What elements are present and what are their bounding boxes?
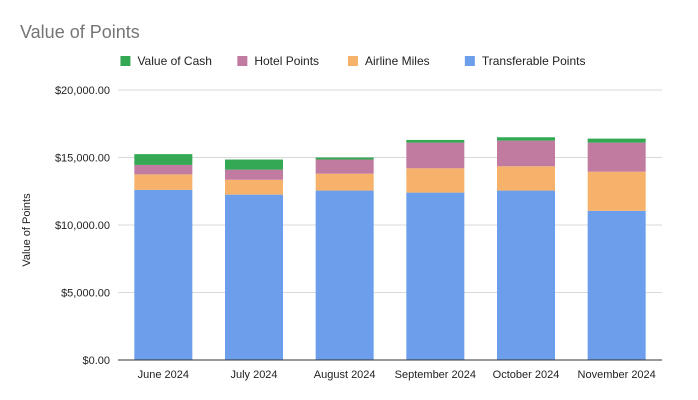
bar-value-of-cash [587,138,646,143]
bar-hotel-points [406,142,465,169]
bar-transferable-points [315,190,374,360]
x-tick-label: August 2024 [314,369,376,381]
grid: $0.00 $5,000.00 $10,000.00 $15,000.00 $20,00… [55,85,662,367]
bar-airline-miles [315,173,374,191]
legend-label: Hotel Points [254,54,319,68]
bar-hotel-points [497,140,555,167]
y-axis-label: Value of Points [21,193,33,267]
y-tick-label: $20,000.00 [55,85,110,97]
bar-value-of-cash [225,159,283,170]
bar-hotel-points [315,159,374,174]
bar-airline-miles [587,171,646,211]
legend-label: Transferable Points [482,54,586,68]
legend-label: Value of Cash [137,54,212,68]
bar-value-of-cash [497,137,555,141]
bars: June 2024 July 2024 August 2024 September 2… [134,137,656,381]
legend-label: Airline Miles [365,54,430,68]
bar-value-of-cash [134,154,193,165]
bar-hotel-points [134,164,193,175]
legend-swatch [237,56,248,66]
bar-value-of-cash [406,139,465,143]
bar-airline-miles [497,166,555,191]
legend-swatch [464,56,475,66]
legend-swatch [347,56,358,66]
bar-transferable-points [134,189,193,360]
bar-airline-miles [406,168,465,193]
legend: Value of Cash Hotel Points Airline Miles Tr… [120,54,585,68]
bar-hotel-points [587,142,646,172]
bar-transferable-points [406,192,465,360]
bar-value-of-cash [315,157,374,160]
bar-transferable-points [497,190,555,360]
bar-airline-miles [134,174,193,190]
x-tick-label: October 2024 [493,369,560,381]
chart-title: Value of Points [20,22,140,42]
y-tick-label: $0.00 [82,355,110,367]
x-tick-label: June 2024 [138,369,189,381]
bar-airline-miles [225,179,283,195]
x-tick-label: September 2024 [395,369,476,381]
legend-swatch [120,56,131,66]
bar-transferable-points [587,210,646,360]
y-tick-label: $10,000.00 [55,220,110,232]
x-tick-label: November 2024 [578,369,656,381]
y-tick-label: $15,000.00 [55,153,110,165]
bar-hotel-points [225,169,283,180]
bar-transferable-points [225,194,283,361]
x-tick-label: July 2024 [230,369,277,381]
y-tick-label: $5,000.00 [61,288,110,300]
